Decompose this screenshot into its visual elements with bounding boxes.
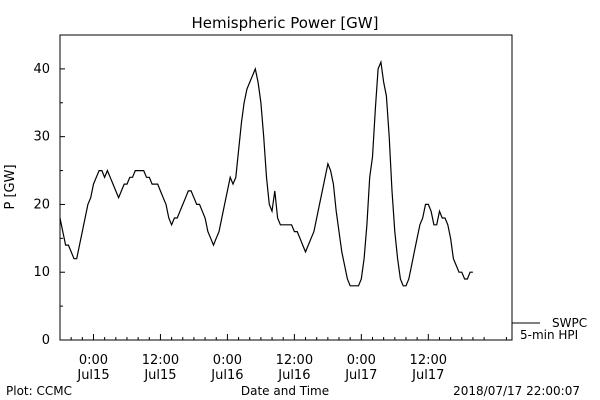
x-tick-time-label: 0:00 [213,353,242,368]
y-axis-label: P [GW] [3,164,18,209]
legend: SWPC 5-min HPI [512,316,587,342]
x-tick-time-label: 0:00 [79,353,108,368]
x-tick-date-label: Jul17 [344,368,377,383]
x-tick-date-label: Jul15 [76,368,109,383]
series-line-swpc [59,59,473,287]
plot-frame [59,34,513,341]
x-tick-time-label: 12:00 [142,353,179,368]
y-tick-label: 10 [33,265,50,280]
x-tick-time-label: 12:00 [276,353,313,368]
footer-timestamp: 2018/07/17 22:00:07 [453,384,580,398]
y-tick-label: 30 [33,130,50,145]
x-tick-date-label: Jul16 [277,368,310,383]
legend-label-swpc: SWPC [552,316,587,330]
x-tick-date-label: Jul15 [143,368,176,383]
chart-title: Hemispheric Power [GW] [192,14,379,32]
x-axis: 0:00Jul1512:00Jul150:00Jul1612:00Jul160:… [70,334,507,383]
y-tick-label: 20 [33,197,50,212]
y-tick-label: 40 [33,62,50,77]
x-tick-date-label: Jul17 [411,368,444,383]
x-axis-label: Date and Time [241,384,329,398]
x-tick-time-label: 12:00 [410,353,447,368]
x-tick-date-label: Jul16 [210,368,243,383]
y-axis: 0 10 20 30 40 [33,62,65,348]
legend-label-hpi: 5-min HPI [520,328,578,342]
x-tick-time-label: 0:00 [347,353,376,368]
footer-plot-credit: Plot: CCMC [6,384,72,398]
y-tick-label: 0 [42,333,50,348]
